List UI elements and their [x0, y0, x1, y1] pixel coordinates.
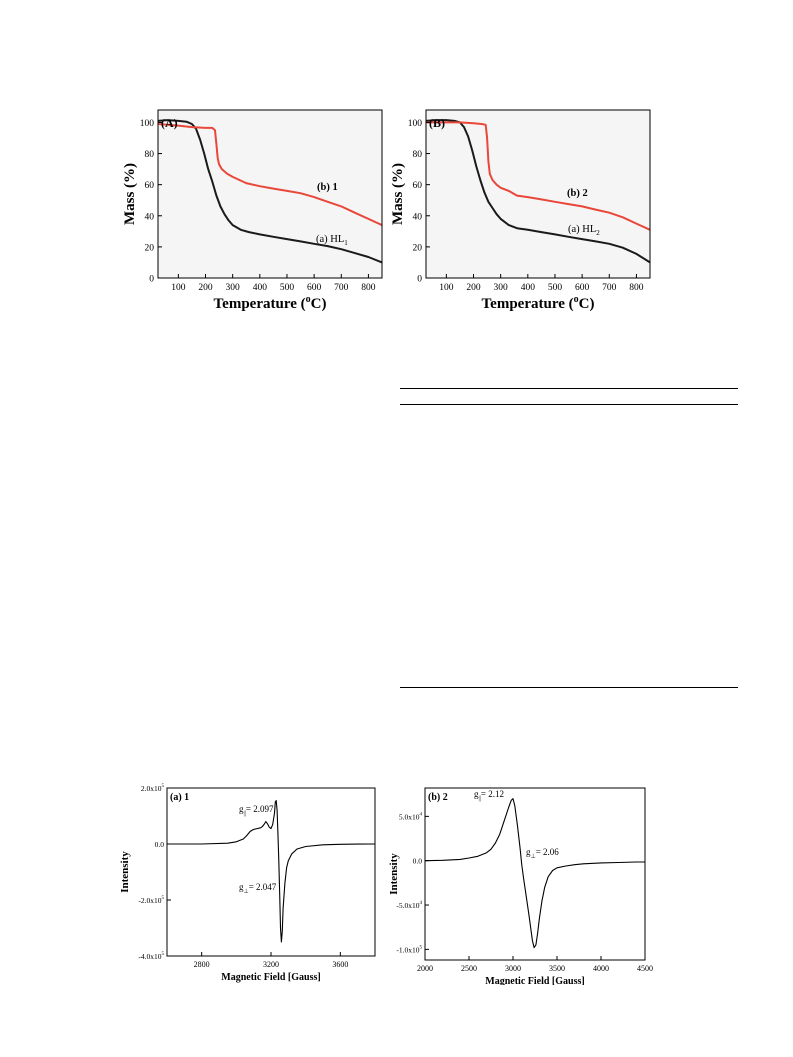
y-axis-title: Mass (%) [122, 163, 138, 225]
tga-chart-a: 100 200 300 400 500 600 700 800 0 20 40 60 80 100 (A) T… [120, 92, 388, 315]
x-tick-label: 200 [198, 283, 213, 293]
series-line-1 [157, 119, 383, 264]
y-tick-label: 40 [145, 212, 155, 222]
y-tick-label: 2.0x105 [141, 784, 165, 793]
series-line-1 [425, 119, 651, 264]
table-top-rule [400, 388, 738, 389]
y-tick-label: 60 [145, 181, 155, 191]
plot-background [426, 110, 650, 278]
y-tick-label: 20 [413, 243, 423, 253]
y-tick-label: 0.0 [413, 857, 423, 866]
x-tick-label: 100 [171, 283, 186, 293]
y-tick-label: 0 [417, 275, 422, 285]
y-tick-label: 40 [413, 212, 423, 222]
x-axis-title: Magnetic Field [Gauss] [221, 972, 320, 983]
panel-label: (b) 2 [428, 792, 448, 803]
x-tick-label: 3200 [263, 960, 279, 969]
y-tick-label: 5.0x104 [399, 812, 423, 821]
epr-chart-a-svg: 2800 3200 3600 -4.0x105 -2.0x105 0.0 2.0x105 (a… [119, 784, 376, 983]
x-tick-label: 3000 [505, 964, 521, 973]
x-tick-label: 4000 [593, 964, 609, 973]
y-tick-label: 100 [140, 119, 155, 129]
y-tick-label: 20 [145, 243, 155, 253]
g-perpendicular-annotation: g⊥= 2.06 [526, 847, 559, 860]
y-tick-label: 80 [413, 150, 423, 160]
x-tick-label: 2500 [461, 964, 477, 973]
x-tick-label: 700 [602, 283, 617, 293]
x-tick-label: 2000 [417, 964, 433, 973]
x-axis-title: Magnetic Field [Gauss] [485, 976, 584, 985]
plot-frame [425, 109, 651, 279]
panel-label: (A) [161, 116, 178, 130]
x-tick-label: 2800 [194, 960, 210, 969]
tga-chart-a-svg: 100 200 300 400 500 600 700 800 0 20 40 60 80 100 (A) T… [122, 109, 383, 312]
y-tick-label: -2.0x105 [138, 896, 164, 905]
x-axis-title: Temperature (oC) [482, 294, 595, 312]
x-tick-label: 300 [494, 283, 509, 293]
series-label-2: (b) 2 [567, 188, 588, 199]
series-label-2: (b) 1 [317, 182, 338, 193]
panel-label: (B) [429, 116, 445, 130]
y-axis-title: Intensity [388, 853, 400, 895]
tga-chart-b-svg: 100 200 300 400 500 600 700 800 0 20 40 60 80 100 (B) T… [390, 109, 651, 312]
epr-chart-b-svg: 2000 2500 3000 3500 4000 4500 -1.0x105 -5.0x104… [388, 787, 653, 985]
x-axis-title: Temperature (oC) [214, 294, 327, 312]
x-tick-label: 500 [548, 283, 563, 293]
y-tick-label: 60 [413, 181, 423, 191]
y-tick-label: -5.0x104 [396, 901, 422, 910]
x-tick-label: 800 [361, 283, 376, 293]
x-tick-label: 100 [439, 283, 454, 293]
x-tick-label: 600 [307, 283, 322, 293]
y-tick-label: 100 [408, 119, 423, 129]
series-line-2 [157, 123, 383, 227]
epr-chart-b: 2000 2500 3000 3500 4000 4500 -1.0x105 -5.0x104… [380, 778, 665, 985]
plot-frame [157, 109, 383, 279]
y-tick-label: -1.0x105 [396, 945, 422, 954]
table-header-rule [400, 404, 738, 405]
spectrum-line [167, 800, 376, 943]
x-tick-label: 600 [575, 283, 590, 293]
g-parallel-annotation: g||= 2.12 [474, 789, 504, 802]
series-label-1: (a) HL2 [568, 224, 600, 237]
x-tick-label: 400 [253, 283, 268, 293]
x-tick-label: 3600 [332, 960, 348, 969]
x-tick-label: 3500 [549, 964, 565, 973]
x-tick-label: 200 [466, 283, 481, 293]
x-tick-label: 300 [226, 283, 241, 293]
y-tick-label: 0 [149, 275, 154, 285]
y-axis-title: Intensity [119, 851, 131, 893]
y-tick-label: 80 [145, 150, 155, 160]
series-label-1: (a) HL1 [316, 234, 348, 247]
y-tick-label: -4.0x105 [138, 952, 164, 961]
g-perpendicular-annotation: g⊥= 2.047 [239, 882, 277, 895]
g-parallel-annotation: g||= 2.097 [239, 804, 274, 817]
epr-chart-a: 2800 3200 3600 -4.0x105 -2.0x105 0.0 2.0x105 (a… [100, 778, 385, 985]
panel-label: (a) 1 [170, 792, 189, 803]
plot-background [158, 110, 382, 278]
x-tick-label: 700 [334, 283, 349, 293]
x-tick-label: 4500 [637, 964, 653, 973]
plot-frame [424, 787, 646, 961]
x-tick-label: 800 [629, 283, 644, 293]
y-axis-title: Mass (%) [390, 163, 406, 225]
tga-chart-b: 100 200 300 400 500 600 700 800 0 20 40 60 80 100 (B) T… [390, 92, 658, 315]
y-tick-label: 0.0 [155, 840, 165, 849]
x-tick-label: 400 [521, 283, 536, 293]
spectrum-line [424, 798, 645, 949]
x-tick-label: 500 [280, 283, 295, 293]
table-bottom-rule [400, 687, 738, 688]
series-line-2 [426, 121, 651, 231]
